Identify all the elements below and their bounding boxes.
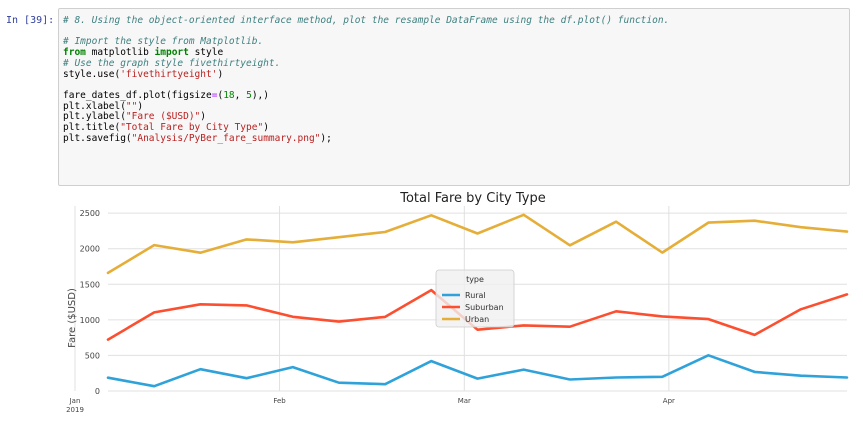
- legend-title: type: [466, 275, 484, 284]
- code-token: plt.title(: [63, 122, 121, 134]
- y-tick-label: 500: [85, 351, 100, 360]
- code-number: 18: [223, 89, 235, 101]
- code-operator: =: [211, 89, 218, 101]
- code-string: "Total Fare by City Type": [120, 122, 264, 134]
- code-comment: # Use the graph style fivethirtyeight.: [63, 57, 281, 69]
- code-token: style: [188, 47, 224, 59]
- code-cell[interactable]: # 8. Using the object-oriented interface…: [58, 8, 850, 186]
- x-tick-label: Apr: [663, 397, 675, 405]
- code-token: );: [320, 132, 332, 144]
- series-line-urban: [106, 213, 849, 275]
- code-text[interactable]: # 8. Using the object-oriented interface…: [63, 15, 670, 144]
- x-tick-sublabel: 2019: [66, 406, 84, 414]
- code-token: plt.ylabel(: [63, 111, 126, 123]
- code-string: 'fivethirtyeight': [120, 68, 218, 80]
- code-token: ): [217, 68, 224, 80]
- x-tick-label: Jan: [69, 397, 81, 405]
- legend-label-urban: Urban: [465, 315, 489, 324]
- code-token: plt.savefig(: [63, 132, 132, 144]
- cell-output: 0 500 1000 1500 2000 2500 Jan 2019 Feb Mar Apr To…: [58, 186, 858, 431]
- y-axis-ticks: 0 500 1000 1500 2000 2500: [80, 209, 100, 396]
- code-comment: # Import the style from Matplotlib.: [63, 36, 264, 48]
- code-token: ),): [251, 89, 269, 101]
- chart-legend: type Rural Suburban Urban: [435, 269, 515, 328]
- code-number: 5: [246, 89, 252, 101]
- y-tick-label: 1500: [80, 280, 100, 289]
- legend-box: [435, 269, 515, 328]
- code-string: "Fare ($USD)": [125, 111, 201, 123]
- series-line-suburban: [106, 288, 849, 341]
- y-tick-label: 2500: [80, 209, 100, 218]
- series-line-rural: [106, 354, 849, 388]
- code-keyword: import: [154, 47, 189, 59]
- code-token: fare_dates_df.plot(figsize: [63, 89, 212, 101]
- code-comment: # 8. Using the object-oriented interface…: [63, 15, 670, 26]
- code-string: "": [125, 100, 138, 112]
- cell-prompt-label: In [39]:: [6, 15, 55, 26]
- x-tick-label: Mar: [458, 397, 471, 405]
- code-token: ): [137, 100, 144, 112]
- code-token: ,: [234, 89, 247, 101]
- code-token: matplotlib: [85, 47, 155, 59]
- x-tick-label: Feb: [273, 397, 286, 405]
- y-tick-label: 2000: [80, 245, 100, 254]
- code-token: style.use(: [63, 68, 121, 80]
- chart-series: [106, 213, 849, 388]
- code-token: plt.xlabel(: [63, 100, 126, 112]
- code-token: (: [217, 89, 224, 101]
- code-string: "Analysis/PyBer_fare_summary.png": [131, 132, 321, 144]
- y-tick-label: 0: [95, 387, 100, 396]
- code-token: ): [200, 111, 207, 123]
- code-token: ): [263, 122, 269, 134]
- y-tick-label: 1000: [80, 316, 100, 325]
- chart-title: Total Fare by City Type: [399, 191, 545, 206]
- code-keyword: from: [63, 47, 86, 59]
- y-axis-label: Fare ($USD): [67, 288, 78, 348]
- legend-label-suburban: Suburban: [465, 303, 504, 312]
- legend-label-rural: Rural: [465, 291, 486, 300]
